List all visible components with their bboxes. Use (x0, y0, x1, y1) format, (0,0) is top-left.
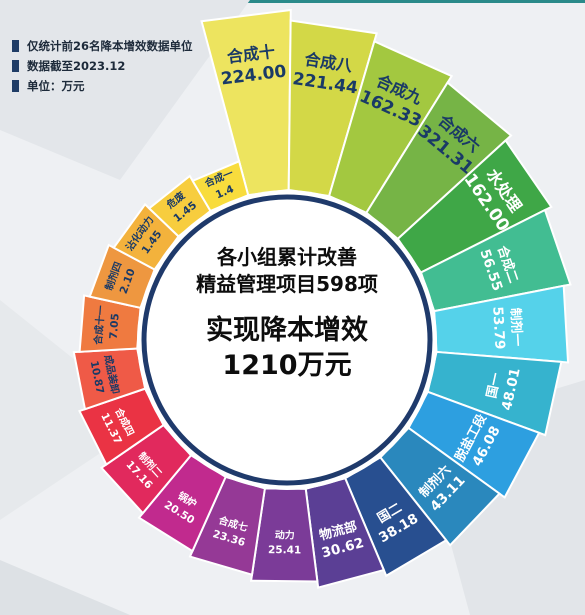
rose-wedges (72, 8, 572, 589)
value-label: 7.05 (108, 313, 122, 340)
notes-block: 仅统计前26名降本增效数据单位 数据截至2023.12 单位：万元 (12, 36, 193, 96)
note-date: 数据截至2023.12 (12, 56, 193, 76)
center-summary: 各小组累计改善 精益管理项目598项 实现降本增效 1210万元 (152, 244, 422, 384)
category-label: 制剂一 (507, 307, 525, 346)
note-text: 仅统计前26名降本增效数据单位 (27, 39, 193, 53)
category-label: 合成十一 (91, 305, 107, 347)
note-text: 单位：万元 (27, 79, 85, 93)
bullet-square-icon (12, 40, 19, 52)
center-disc (137, 190, 437, 490)
note-unit: 单位：万元 (12, 76, 193, 96)
bullet-square-icon (12, 80, 19, 92)
note-text: 数据截至2023.12 (27, 59, 126, 73)
center-line-total: 1210万元 (222, 350, 352, 381)
top-accent-stripe (0, 0, 585, 3)
center-ring (141, 194, 433, 486)
center-line-result: 实现降本增效 (206, 315, 368, 346)
wedge-label-group: 合成十一 7.05 (91, 305, 122, 347)
wedge-label-group: 动力 25.41 (268, 528, 301, 556)
center-line-count: 精益管理项目598项 (196, 272, 378, 296)
bullet-square-icon (12, 60, 19, 72)
category-label: 动力 (275, 528, 295, 541)
value-label: 53.79 (489, 306, 507, 350)
note-scope: 仅统计前26名降本增效数据单位 (12, 36, 193, 56)
value-label: 25.41 (268, 544, 301, 556)
rose-wedge (200, 8, 292, 197)
center-line-projects: 各小组累计改善 (217, 245, 357, 269)
category-label: 国一 (484, 371, 504, 399)
